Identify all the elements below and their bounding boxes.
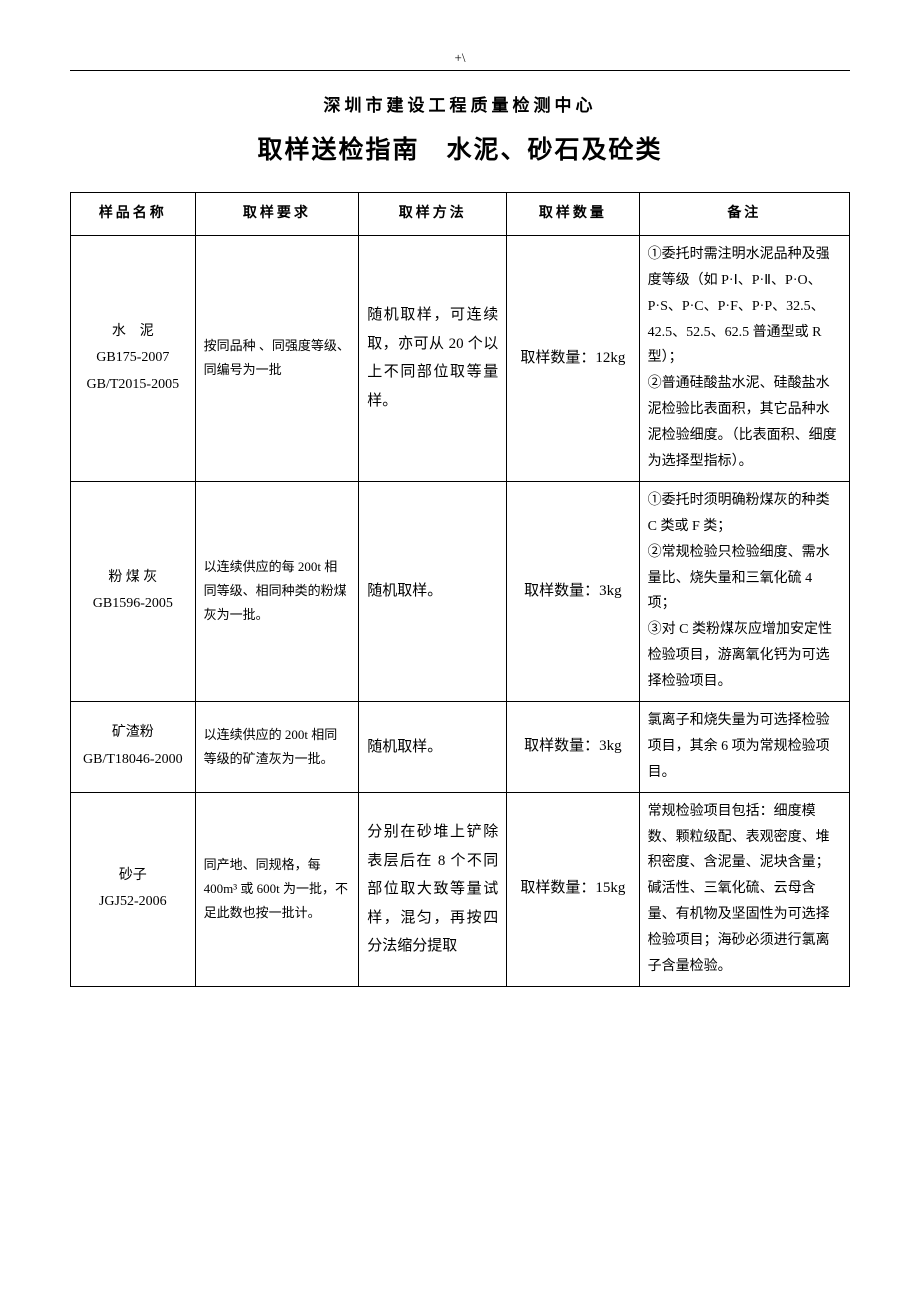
cell-method: 分别在砂堆上铲除表层后在 8 个不同部位取大致等量试样，混匀，再按四分法缩分提取 xyxy=(359,792,507,986)
cell-req: 以连续供应的 200t 相同等级的矿渣灰为一批。 xyxy=(195,702,359,793)
table-row: 水 泥GB175-2007GB/T2015-2005 按同品种 、同强度等级、同… xyxy=(71,235,850,481)
cell-qty: 取样数量：3kg xyxy=(507,702,639,793)
header-divider xyxy=(70,70,850,71)
col-header-name: 样品名称 xyxy=(71,193,196,236)
document-title: 取样送检指南 水泥、砂石及砼类 xyxy=(70,130,850,166)
cell-method: 随机取样。 xyxy=(359,481,507,701)
col-header-note: 备注 xyxy=(639,193,849,236)
cell-name: 粉 煤 灰GB1596-2005 xyxy=(71,481,196,701)
table-row: 矿渣粉GB/T18046-2000 以连续供应的 200t 相同等级的矿渣灰为一… xyxy=(71,702,850,793)
cell-name: 水 泥GB175-2007GB/T2015-2005 xyxy=(71,235,196,481)
col-header-qty: 取样数量 xyxy=(507,193,639,236)
cell-req: 以连续供应的每 200t 相同等级、相同种类的粉煤灰为一批。 xyxy=(195,481,359,701)
cell-note: ①委托时须明确粉煤灰的种类 C 类或 F 类；②常规检验只检验细度、需水量比、烧… xyxy=(639,481,849,701)
cell-qty: 取样数量：12kg xyxy=(507,235,639,481)
col-header-method: 取样方法 xyxy=(359,193,507,236)
table-header-row: 样品名称 取样要求 取样方法 取样数量 备注 xyxy=(71,193,850,236)
cell-qty: 取样数量：3kg xyxy=(507,481,639,701)
cell-note: 常规检验项目包括：细度模数、颗粒级配、表观密度、堆积密度、含泥量、泥块含量；碱活… xyxy=(639,792,849,986)
col-header-req: 取样要求 xyxy=(195,193,359,236)
cell-name: 砂子JGJ52-2006 xyxy=(71,792,196,986)
cell-req: 按同品种 、同强度等级、同编号为一批 xyxy=(195,235,359,481)
cell-note: 氯离子和烧失量为可选择检验项目，其余 6 项为常规检验项目。 xyxy=(639,702,849,793)
table-row: 砂子JGJ52-2006 同产地、同规格，每 400m³ 或 600t 为一批，… xyxy=(71,792,850,986)
sampling-guide-table: 样品名称 取样要求 取样方法 取样数量 备注 水 泥GB175-2007GB/T… xyxy=(70,192,850,987)
cell-method: 随机取样。 xyxy=(359,702,507,793)
cell-qty: 取样数量：15kg xyxy=(507,792,639,986)
header-mark: +\ xyxy=(70,50,850,66)
cell-method: 随机取样，可连续取，亦可从 20 个以上不同部位取等量样。 xyxy=(359,235,507,481)
table-row: 粉 煤 灰GB1596-2005 以连续供应的每 200t 相同等级、相同种类的… xyxy=(71,481,850,701)
table-body: 水 泥GB175-2007GB/T2015-2005 按同品种 、同强度等级、同… xyxy=(71,235,850,986)
cell-req: 同产地、同规格，每 400m³ 或 600t 为一批，不足此数也按一批计。 xyxy=(195,792,359,986)
document-subtitle: 深圳市建设工程质量检测中心 xyxy=(70,91,850,116)
cell-name: 矿渣粉GB/T18046-2000 xyxy=(71,702,196,793)
cell-note: ①委托时需注明水泥品种及强度等级（如 P·Ⅰ、P·Ⅱ、P·O、P·S、P·C、P… xyxy=(639,235,849,481)
